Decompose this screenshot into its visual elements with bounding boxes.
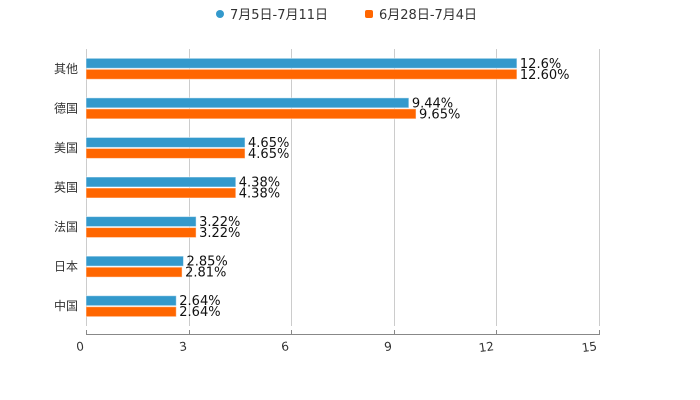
value-label: 2.64% <box>179 305 220 320</box>
value-label: 9.44% <box>412 96 453 111</box>
bar-series-1[interactable] <box>85 136 246 148</box>
value-label: 4.38% <box>239 176 280 191</box>
x-tick-label: 15 <box>581 339 598 355</box>
bar-series-2[interactable] <box>85 227 197 239</box>
value-label: 12.60% <box>520 68 570 83</box>
legend-square-marker-icon <box>365 9 373 18</box>
value-label: 2.81% <box>185 266 226 281</box>
bar-series-1[interactable] <box>85 176 237 188</box>
value-label: 4.65% <box>248 136 289 151</box>
category-label: 其他 <box>54 62 78 76</box>
chart-legend: 7月5日-7月11日 6月28日-7月4日 <box>0 4 700 23</box>
category-label: 法国 <box>54 220 78 234</box>
bar-series-1[interactable] <box>85 255 184 267</box>
bar-series-1[interactable] <box>85 295 177 307</box>
bar-series-1[interactable] <box>85 57 518 69</box>
x-tick-label: 6 <box>280 339 290 354</box>
bars: 12.6%12.60% 9.44%9.65% 4.65%4.65% 4.38%4.38… <box>85 57 570 320</box>
value-axis: 0 3 6 9 12 15 <box>75 330 600 355</box>
x-tick-label: 3 <box>178 339 188 354</box>
value-label: 4.38% <box>239 187 280 202</box>
bar-series-2[interactable] <box>85 187 237 199</box>
bar-series-1[interactable] <box>85 216 197 228</box>
bar-series-2[interactable] <box>85 306 177 318</box>
bar-series-2[interactable] <box>85 108 417 120</box>
x-tick-label: 0 <box>75 339 85 354</box>
category-label: 日本 <box>54 260 78 274</box>
category-label: 英国 <box>54 181 78 195</box>
x-tick-label: 9 <box>383 339 393 354</box>
x-tick-label: 12 <box>478 339 495 355</box>
value-label: 12.6% <box>520 57 561 72</box>
bar-series-2[interactable] <box>85 266 183 278</box>
value-label: 3.22% <box>199 215 240 230</box>
category-label: 中国 <box>54 298 78 313</box>
bar-series-2[interactable] <box>85 68 518 80</box>
value-label: 2.85% <box>186 255 227 270</box>
value-label: 9.65% <box>419 107 460 122</box>
category-label: 德国 <box>54 100 78 115</box>
bar-series-1[interactable] <box>85 97 410 109</box>
value-label: 2.64% <box>179 294 220 309</box>
value-label: 3.22% <box>199 226 240 241</box>
bar-series-2[interactable] <box>85 147 246 159</box>
legend-item-series-1[interactable]: 7月5日-7月11日 <box>216 4 328 23</box>
legend-item-series-2[interactable]: 6月28日-7月4日 <box>365 4 477 23</box>
legend-circle-marker-icon <box>216 9 224 18</box>
legend-label: 7月5日-7月11日 <box>230 8 329 23</box>
category-label: 美国 <box>54 141 78 155</box>
value-label: 4.65% <box>248 147 289 162</box>
legend-label: 6月28日-7月4日 <box>379 8 478 23</box>
